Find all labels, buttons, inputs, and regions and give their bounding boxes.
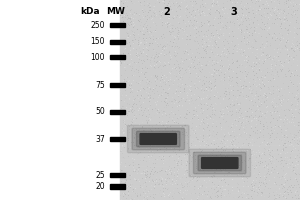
Bar [120,104,300,110]
FancyBboxPatch shape [140,134,176,144]
Text: 2: 2 [163,7,170,17]
FancyBboxPatch shape [194,152,246,174]
Bar [120,111,300,117]
Text: 150: 150 [91,38,105,46]
Text: 100: 100 [91,52,105,62]
Bar [120,90,300,97]
Bar [120,173,300,179]
Bar [120,0,300,200]
Text: 25: 25 [95,170,105,180]
Text: MW: MW [106,7,125,16]
Text: 37: 37 [95,134,105,144]
Bar [110,137,124,141]
Bar [120,14,300,21]
Bar [120,159,300,166]
Bar [120,69,300,76]
Bar [110,23,124,27]
Bar [120,42,300,48]
Bar [120,0,300,7]
Bar [120,62,300,69]
Bar [120,35,300,41]
Bar [0,0,120,200]
FancyBboxPatch shape [189,149,250,177]
Bar [110,173,124,177]
Text: 50: 50 [95,108,105,116]
FancyBboxPatch shape [128,125,189,153]
Bar [120,117,300,124]
Bar [120,193,300,200]
FancyBboxPatch shape [198,155,242,171]
Bar [110,83,124,87]
FancyBboxPatch shape [136,131,180,147]
Text: kDa: kDa [80,7,100,16]
Bar [110,110,124,114]
Text: 75: 75 [95,81,105,90]
Bar [120,145,300,152]
FancyBboxPatch shape [132,128,184,150]
Text: 3: 3 [231,7,237,17]
Bar [120,49,300,55]
Bar [120,124,300,131]
Bar [120,55,300,62]
Bar [120,152,300,159]
Bar [110,40,124,44]
Bar [120,166,300,172]
Bar [120,138,300,145]
Bar [120,97,300,103]
Bar [120,83,300,90]
Bar [120,76,300,83]
Text: 20: 20 [95,182,105,191]
Bar [120,186,300,193]
Bar [120,21,300,28]
Bar [120,180,300,186]
Bar [120,28,300,34]
Bar [110,55,124,59]
Bar [120,131,300,138]
Bar [110,184,124,189]
FancyBboxPatch shape [202,158,238,168]
Bar [120,7,300,14]
Text: 250: 250 [91,21,105,29]
